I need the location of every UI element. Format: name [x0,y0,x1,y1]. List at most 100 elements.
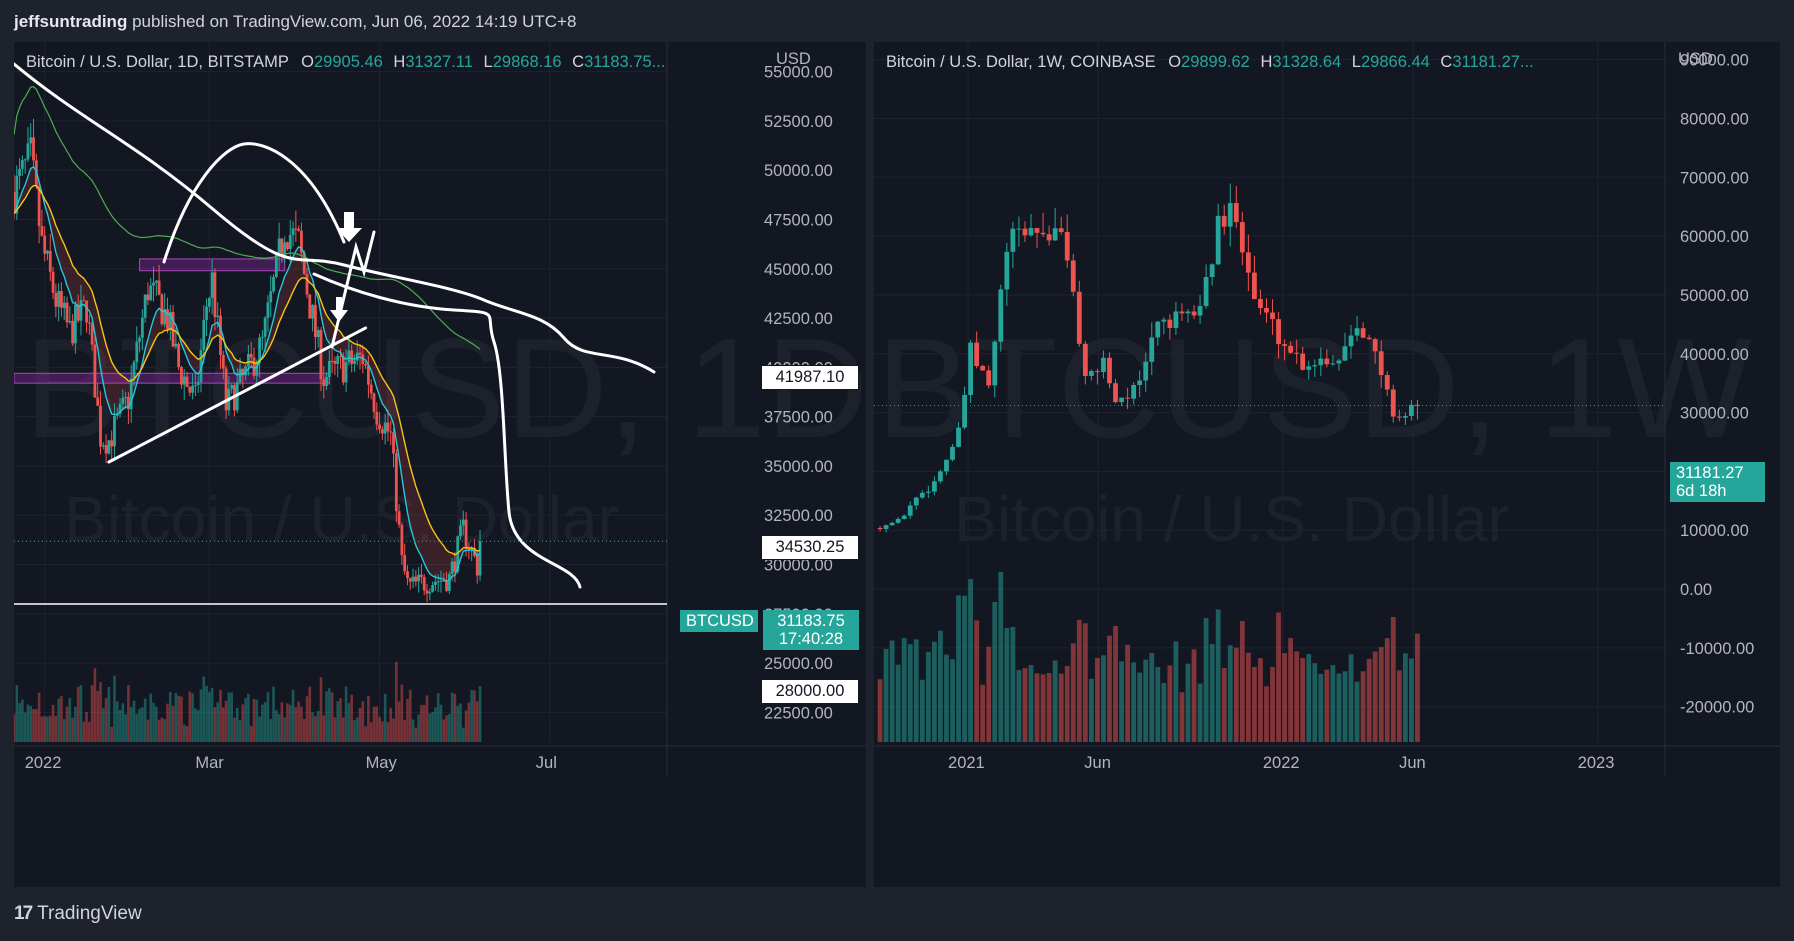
candle-body [277,238,281,253]
candle-body [1209,264,1215,278]
bollinger-upper-drawing [14,62,656,374]
candle-body [54,292,58,307]
weekly-chart-canvas[interactable]: 90000.00 80000.00 70000.00 60000.00 50000.00… [874,42,1780,887]
candle-body [1179,311,1185,314]
candle-body [101,445,105,447]
volume-bar [395,662,398,742]
volume-bar [381,721,384,742]
footer-brand[interactable]: 17 TradingView [14,903,142,925]
volume-bar [93,668,97,742]
volume-bar [129,707,133,742]
candle-body [1173,311,1179,328]
volume-bar [1354,681,1360,742]
weekly-chart-panel[interactable]: BTCUSD, 1W Bitcoin / U.S. Dollar 90000.0… [874,42,1780,887]
x-tick-label: Jun [1399,754,1426,772]
high-label: H [393,53,406,71]
symbol-description[interactable]: Bitcoin / U.S. Dollar, 1D, BITSTAMP [26,53,289,71]
candle-body [171,312,175,347]
volume-bar [1052,660,1058,742]
volume-bar [51,704,55,742]
volume-bar [325,691,328,742]
volume-bar [233,717,236,742]
volume-bar [238,720,242,742]
high-label: H [1260,53,1273,71]
author-name[interactable]: jeffsuntrading [14,12,128,31]
symbol-description[interactable]: Bitcoin / U.S. Dollar, 1W, COINBASE [886,53,1156,71]
candle-body [316,330,320,338]
candle-body [938,471,943,482]
candle-body [152,282,155,286]
description-watermark: Bitcoin / U.S. Dollar [64,483,619,555]
volume-bar [104,698,108,742]
candle-body [1058,228,1064,232]
candle-body [1028,228,1034,236]
candle-body [216,315,220,318]
volume-bar [1378,647,1384,742]
volume-bar [146,719,150,742]
volume-bar [1040,674,1046,742]
volume-bar [1058,673,1064,742]
y-tick-label: 30000.00 [1680,405,1749,423]
candle-body [188,387,192,393]
low-value: 29868.16 [492,53,562,71]
candle-body [956,427,961,447]
y-tick-label: 35000.00 [764,458,833,476]
y-tick-label: 25000.00 [764,655,833,673]
last-price-tag: 31183.75 17:40:28 [763,610,859,650]
candle-body [146,294,150,301]
volume-bar [266,692,270,742]
candle-body [907,505,913,516]
volume-bar [1076,619,1082,742]
volume-bar [272,686,275,742]
daily-chart-canvas[interactable]: 55000.00 52500.00 50000.00 47500.00 45000.00… [14,42,866,887]
low-value: 29866.44 [1360,53,1430,71]
volume-bar [68,697,72,742]
candle-body [269,291,273,303]
bollinger-curve-drawing [312,272,582,589]
volume-bars [14,662,482,742]
last-price-tag: 31181.27 6d 18h [1670,462,1765,502]
candle-body [333,361,337,364]
volume-bar [428,713,432,742]
candle-body [177,343,181,368]
volume-bar [467,702,471,742]
ema-slow-line [14,185,481,556]
candle-body [238,368,242,383]
candle-body [308,294,312,319]
volume-bar [1046,673,1052,742]
candle-body [313,304,317,338]
volume-bar [1396,670,1402,742]
candle-body [1082,343,1088,376]
volume-bar [135,713,139,742]
volume-bar [1125,644,1131,742]
daily-chart-panel[interactable]: BTCUSD, 1D Bitcoin / U.S. Dollar 55000.0… [14,42,866,887]
candle-body [353,360,356,364]
volume-bar [227,692,231,742]
volume-bar [400,684,404,742]
volume-bar [1276,612,1281,742]
volume-bar [115,701,119,742]
candle-body [1046,234,1052,241]
candle-body [62,302,66,308]
volume-bar [417,714,420,742]
candle-body [1233,203,1239,223]
y-tick-label: 22500.00 [764,704,833,722]
volume-bar [1233,647,1239,742]
candle-body [433,581,437,586]
volume-bar [88,721,91,742]
candle-body [210,272,214,298]
candle-body [968,342,974,395]
volume-bar [436,693,440,742]
volume-bar [1270,666,1275,742]
volume-bar [277,714,281,742]
candle-body [895,518,901,523]
currency-label[interactable]: USD [1678,50,1713,68]
volume-bar [1131,662,1137,742]
symbol-tag[interactable]: BTCUSD [680,610,758,632]
currency-label[interactable]: USD [776,50,811,68]
y-tick-label: 0.00 [1680,581,1712,599]
volume-bar [174,692,178,742]
candle-body [1191,311,1197,316]
candle-body [344,362,348,383]
candle-body [372,393,376,412]
